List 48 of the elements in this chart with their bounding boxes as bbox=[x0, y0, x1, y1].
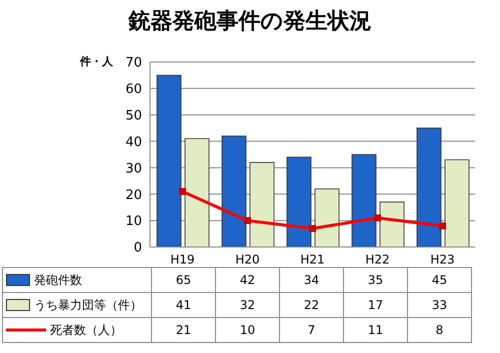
data-label: 35 bbox=[344, 268, 408, 292]
y-tick-label: 30 bbox=[125, 161, 142, 176]
legend-label: うち暴力団等（件） bbox=[34, 298, 142, 312]
bar bbox=[250, 162, 274, 247]
data-label: 22 bbox=[280, 292, 344, 318]
y-tick-label: 40 bbox=[125, 134, 142, 150]
y-tick-label: 70 bbox=[125, 56, 142, 71]
bar bbox=[184, 138, 210, 247]
bar bbox=[156, 74, 182, 247]
y-tick-label: 20 bbox=[125, 188, 142, 203]
bar bbox=[444, 159, 470, 247]
y-tick-label: 0 bbox=[134, 240, 142, 256]
data-label: 42 bbox=[216, 268, 280, 292]
point bbox=[374, 214, 381, 222]
x-tick-label: H21 bbox=[300, 252, 325, 267]
chart-title: 銃器発砲事件の発生状況 bbox=[127, 8, 372, 36]
data-label: 45 bbox=[408, 268, 472, 292]
x-tick-label: H23 bbox=[430, 252, 455, 267]
data-label: 21 bbox=[152, 318, 216, 342]
data-label: 8 bbox=[408, 318, 472, 342]
y-axis-title: 件・人 bbox=[80, 54, 113, 69]
x-tick-label: H22 bbox=[365, 252, 390, 267]
data-label: 11 bbox=[344, 318, 408, 342]
bar bbox=[286, 156, 312, 247]
bar bbox=[222, 136, 246, 247]
y-tick-label: 50 bbox=[125, 108, 142, 124]
point bbox=[439, 222, 446, 230]
bar bbox=[352, 154, 376, 247]
y-tick-label: 60 bbox=[125, 82, 142, 98]
x-tick-label: H19 bbox=[170, 252, 195, 267]
bar bbox=[416, 128, 442, 247]
bar bbox=[380, 202, 404, 247]
data-label: 33 bbox=[408, 292, 472, 318]
data-label: 41 bbox=[152, 292, 216, 318]
legend-label: 発砲件数 bbox=[34, 272, 82, 286]
bar bbox=[314, 188, 340, 247]
data-label: 17 bbox=[344, 292, 408, 318]
data-label: 7 bbox=[280, 318, 344, 342]
point bbox=[244, 217, 251, 224]
point bbox=[309, 225, 316, 232]
data-label: 34 bbox=[280, 268, 344, 292]
x-tick-label: H20 bbox=[235, 252, 260, 267]
data-label: 10 bbox=[216, 318, 280, 342]
legend-label: 死者数（人） bbox=[50, 322, 122, 336]
data-label: 32 bbox=[216, 292, 280, 318]
data-label: 65 bbox=[152, 268, 216, 292]
point bbox=[179, 188, 186, 195]
y-tick-label: 10 bbox=[125, 214, 142, 230]
